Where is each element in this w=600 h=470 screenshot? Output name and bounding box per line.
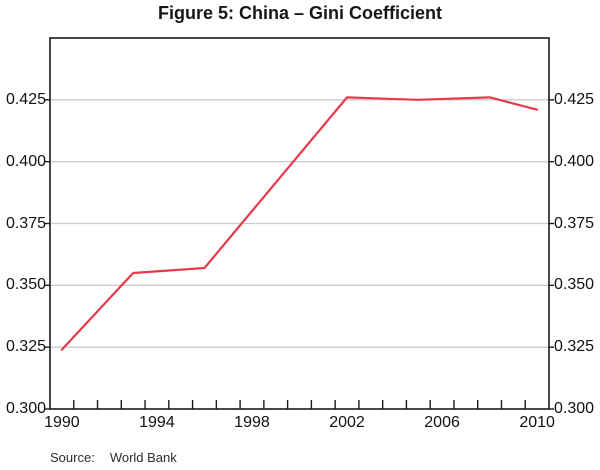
x-axis-label: 2002 bbox=[329, 414, 365, 431]
y-axis-label-left: 0.425 bbox=[5, 90, 46, 108]
y-axis-label-left: 0.375 bbox=[5, 214, 46, 232]
y-axis-label-left: 0.350 bbox=[5, 276, 46, 294]
source-line: Source: World Bank bbox=[50, 450, 177, 465]
x-axis-label: 2006 bbox=[424, 414, 460, 431]
y-axis-label-left: 0.300 bbox=[5, 400, 46, 417]
y-axis-label-right: 0.300 bbox=[554, 400, 595, 417]
source-text: World Bank bbox=[109, 450, 177, 465]
y-axis-label-right: 0.325 bbox=[554, 338, 595, 356]
y-axis-label-right: 0.375 bbox=[554, 214, 595, 232]
y-axis-label-left: 0.400 bbox=[5, 152, 46, 170]
gini-line bbox=[60, 96, 539, 351]
x-axis-label: 1998 bbox=[234, 414, 270, 431]
y-axis-label-left: 0.325 bbox=[5, 338, 46, 356]
source-label: Source: bbox=[50, 450, 95, 465]
y-axis-label-right: 0.350 bbox=[554, 276, 595, 294]
x-axis-label: 2010 bbox=[519, 414, 555, 431]
y-axis-label-right: 0.400 bbox=[554, 152, 595, 170]
y-axis-label-right: 0.425 bbox=[554, 90, 595, 108]
x-axis-label: 1994 bbox=[139, 414, 175, 431]
x-axis-label: 1990 bbox=[44, 414, 80, 431]
chart-title: Figure 5: China – Gini Coefficient bbox=[157, 3, 443, 23]
